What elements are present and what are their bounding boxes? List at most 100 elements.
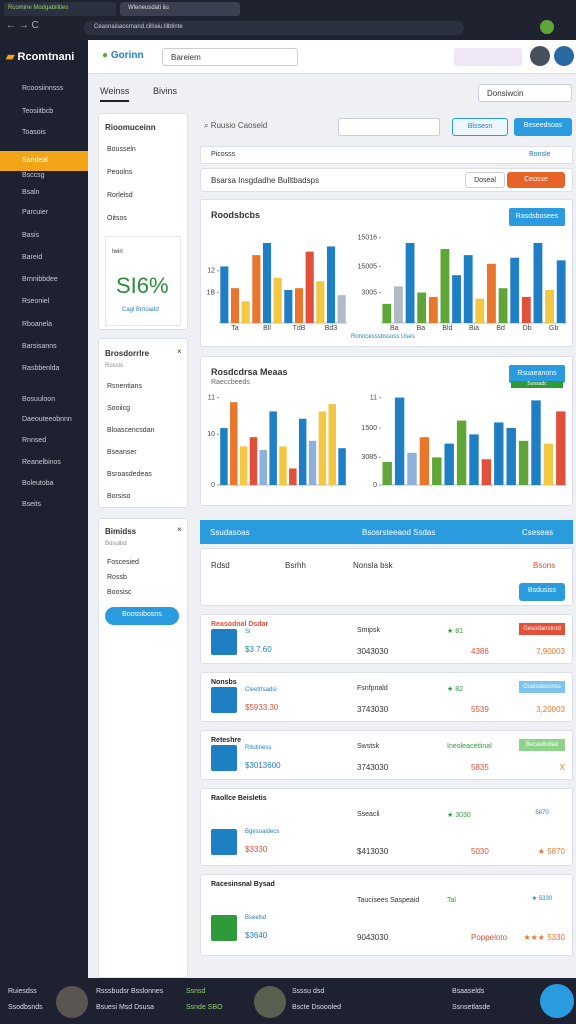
list-item[interactable]: Sooiicg <box>107 405 130 412</box>
menu-item[interactable]: Rseoniel <box>22 298 50 305</box>
close[interactable]: × <box>177 347 182 356</box>
menu-item[interactable]: Sandeal <box>0 151 88 171</box>
footer: Ruiesdss Ssodbsnds Rsssbudsr Bsslonnes B… <box>0 978 576 1024</box>
table-row: Reasodnal Dsdar Si $3 7.60 Smipsk 3043030 ★ 8… <box>200 614 573 664</box>
menu-item[interactable]: Barsisanns <box>22 343 57 350</box>
button[interactable]: Ceosse <box>507 172 565 188</box>
menu-item[interactable]: Reanelbinos <box>22 459 61 466</box>
list-item[interactable]: Bousseln <box>107 146 136 153</box>
row-total: 7,90003 <box>536 647 565 656</box>
bar <box>241 301 250 323</box>
filter-panel: Rioomuceinn Iwiri SI6% Cagi Brrioadd Bou… <box>98 113 188 330</box>
tab[interactable]: Rcomine Modgabilities <box>4 2 116 16</box>
button[interactable]: Rsuaeanons <box>509 365 565 383</box>
footer-text: Rsssbudsr Bsslonnes <box>96 988 164 995</box>
menu-item[interactable]: Bareid <box>22 254 43 261</box>
menu-item[interactable]: Toasois <box>22 129 46 136</box>
search-input[interactable] <box>338 118 440 136</box>
menu-item[interactable]: Teosiitbcb <box>22 108 54 115</box>
menu-item[interactable]: Bseits <box>22 501 42 508</box>
menu-item[interactable]: Rnnsed <box>22 437 47 444</box>
bar <box>456 420 467 485</box>
banner-text[interactable]: Cseseas <box>522 528 554 537</box>
avatar[interactable] <box>554 46 574 66</box>
row-tag: Becaeliutlad <box>519 739 565 751</box>
link[interactable]: Bonsle <box>529 151 551 158</box>
menu-item[interactable]: Parcuier <box>22 209 49 216</box>
button[interactable]: Beseedsoas <box>514 118 572 136</box>
avatar[interactable] <box>530 46 550 66</box>
browser-chrome: Rcomine Modgabilities Wleneusdati iiu Ce… <box>0 0 576 40</box>
row-rating: ★ 81 <box>447 628 464 635</box>
url-bar[interactable]: Ceasnaisaosrnand.cill/aiu.lilbtinte <box>84 21 464 35</box>
menu-item[interactable]: Rcoosiinnsss <box>22 85 64 92</box>
bar <box>262 242 272 323</box>
list-item[interactable]: Rossb <box>107 574 127 581</box>
bar <box>308 440 317 485</box>
list-item[interactable]: Peoolns <box>107 169 133 176</box>
footer-text: Bsuesi Msd Dsusa <box>96 1004 154 1011</box>
menu-item[interactable]: Rasbbenlda <box>22 365 60 372</box>
badge: Sunsadc <box>511 381 563 388</box>
footer-text: Ssnde SBO <box>186 1004 223 1011</box>
footer-text: Bscte Dsoooled <box>292 1004 342 1011</box>
footer-text: Ruiesdss <box>8 988 37 995</box>
row-tag: ★ 5330 <box>519 893 565 905</box>
search[interactable]: Bareiem <box>162 48 298 66</box>
list-item[interactable]: Rorlelsd <box>107 192 133 199</box>
y-tick-label: 0 <box>373 482 377 487</box>
row-sub: Ritutiness <box>245 745 272 751</box>
x-tick-label: Ta <box>231 325 239 330</box>
bar <box>556 411 566 485</box>
footer-text: Ssnsetlasde <box>452 1004 491 1011</box>
notice[interactable] <box>454 48 522 66</box>
row-name: Racesinsnal Bysad <box>211 881 275 888</box>
button[interactable]: Blssesn <box>452 118 508 136</box>
menu-item[interactable]: Brnnibbdee <box>22 276 58 283</box>
list-item[interactable]: Foscesied <box>107 559 139 566</box>
list-item[interactable]: Oitsos <box>107 215 127 222</box>
bar <box>394 397 405 485</box>
profile-icon[interactable] <box>540 20 554 34</box>
dropdown[interactable]: Donsiwcin <box>478 84 572 102</box>
y-tick-label: 0 <box>211 482 215 487</box>
button[interactable]: Bsdusiss <box>519 583 565 601</box>
table-row: Raollce Beisletis Bgesoaldecs $3330 Sseacli… <box>200 788 573 866</box>
close[interactable]: × <box>177 525 182 534</box>
menu-item[interactable]: Boleutoba <box>22 480 54 487</box>
chart-subtitle: Raeccbeeds <box>211 379 250 386</box>
menu-item[interactable]: Bsaln <box>22 189 40 196</box>
panel-subtitle: Roscis <box>105 363 124 369</box>
list-item[interactable]: Borsiso <box>107 493 131 500</box>
list-item[interactable]: Bseanser <box>107 449 137 456</box>
list-item[interactable]: Rsnentians <box>107 383 143 390</box>
bar <box>405 242 415 323</box>
menu-item[interactable]: Daeouteeobnnn <box>22 416 72 423</box>
table-banner: Ssudasoas Bsosrsteeaod Ssdas Cseseas <box>200 520 573 544</box>
bar: Picosss Bonsle <box>200 146 573 164</box>
nav-buttons[interactable]: ← → C <box>6 20 39 31</box>
list-item[interactable]: Boosisc <box>107 589 132 596</box>
page-tab[interactable]: Bivins <box>153 86 178 96</box>
list-item[interactable]: Bloascencsdan <box>107 427 155 434</box>
bar <box>382 303 392 323</box>
button[interactable]: Rasdsbosees <box>509 208 565 226</box>
list-item[interactable]: Bsroasdedeas <box>107 471 152 478</box>
select[interactable]: Doseal <box>465 172 505 188</box>
menu-item[interactable]: Bosuuloon <box>22 396 56 403</box>
tab[interactable]: Wleneusdati iiu <box>120 2 240 16</box>
row-name: Reteshre <box>211 737 241 744</box>
row-name: Nonsbs <box>211 679 237 686</box>
row-rating: ★ 3030 <box>447 812 471 819</box>
stat-box: Iwiri SI6% Cagi Brrioadd <box>105 236 181 326</box>
menu-item[interactable]: Bsccsg <box>22 172 45 179</box>
button[interactable]: Boossibosns <box>105 607 179 625</box>
chat-button[interactable] <box>540 984 574 1018</box>
menu-item[interactable]: Basis <box>22 232 40 239</box>
bar <box>556 260 566 323</box>
row-mid: Taucisees Saspeaid <box>357 897 420 904</box>
bar <box>417 292 427 323</box>
row-icon <box>211 629 237 655</box>
page-tab[interactable]: Weinss <box>100 86 130 102</box>
menu-item[interactable]: Rboanela <box>22 321 52 328</box>
